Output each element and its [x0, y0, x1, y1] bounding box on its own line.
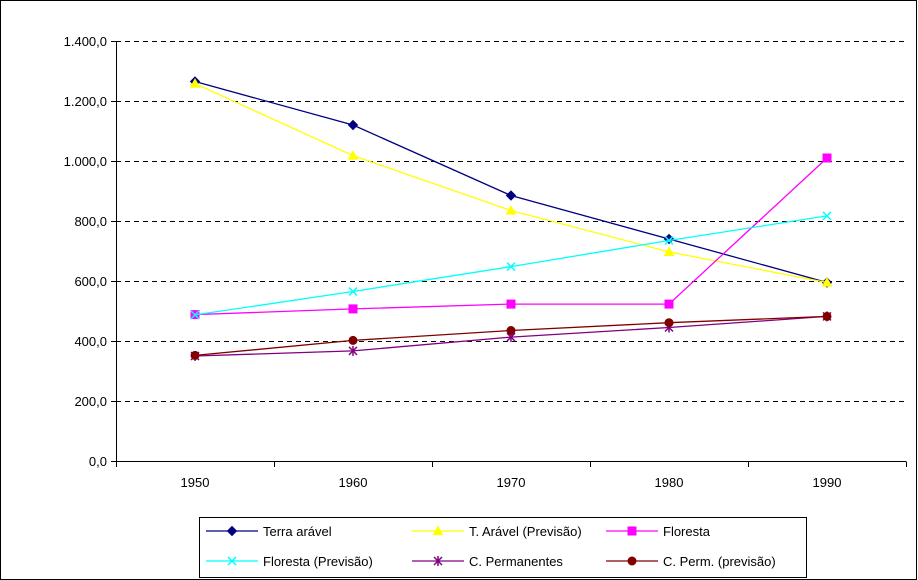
y-tick-label-4: 800,0	[74, 214, 107, 229]
series-group	[189, 76, 833, 361]
legend-label-1: T. Arável (Previsão)	[469, 524, 582, 539]
data-point-3-4	[822, 211, 832, 221]
legend-marker-4	[433, 556, 443, 566]
data-point-5-2	[506, 326, 516, 335]
legend-marker-5	[627, 556, 637, 566]
y-tick-label-2: 400,0	[74, 334, 107, 349]
legend-label-2: Floresta	[663, 524, 711, 539]
legend: Terra arável T. Arável (Previsão) Floresta…	[199, 517, 807, 578]
y-tick-labels: 0,0 200,0 400,0 600,0 800,0 1.000,0 1.200,0 1.4…	[64, 34, 107, 469]
axes	[111, 41, 907, 467]
data-point-5-4	[822, 311, 832, 321]
data-point-1-1	[347, 150, 359, 160]
data-point-5-1	[348, 335, 358, 345]
data-point-2-4	[822, 153, 832, 163]
data-point-1-3	[663, 246, 675, 256]
legend-marker-1	[432, 525, 444, 536]
data-point-2-1	[348, 304, 358, 314]
y-tick-label-6: 1.200,0	[64, 94, 107, 109]
data-point-2-2	[506, 299, 516, 309]
x-tick-label-1: 1960	[339, 475, 368, 490]
series-2	[190, 153, 832, 320]
data-point-1-4	[821, 276, 833, 287]
data-point-3-0	[190, 310, 200, 320]
legend-item-1: T. Arável (Previsão)	[412, 524, 582, 539]
data-point-0-2	[505, 190, 517, 201]
y-tick-label-3: 600,0	[74, 274, 107, 289]
legend-label-3: Floresta (Previsão)	[263, 554, 373, 569]
data-point-1-0	[189, 78, 201, 88]
data-point-5-3	[664, 318, 674, 328]
y-tick-label-5: 1.000,0	[64, 154, 107, 169]
data-point-1-2	[505, 204, 517, 215]
data-point-3-3	[664, 235, 674, 246]
y-tick-label-1: 200,0	[74, 394, 107, 409]
legend-label-0: Terra arável	[263, 524, 332, 539]
series-3	[190, 211, 832, 320]
legend-label-5: C. Perm. (previsão)	[663, 554, 776, 569]
y-tick-label-0: 0,0	[89, 454, 107, 469]
legend-box	[199, 517, 807, 578]
legend-item-0: Terra arável	[206, 524, 332, 539]
legend-label-4: C. Permanentes	[469, 554, 563, 569]
series-5	[190, 311, 832, 360]
legend-marker-3	[227, 556, 237, 566]
legend-item-3: Floresta (Previsão)	[206, 554, 373, 569]
data-point-3-1	[348, 286, 358, 297]
x-tick-label-2: 1970	[497, 475, 526, 490]
x-tick-label-0: 1950	[181, 475, 210, 490]
x-tick-label-3: 1980	[655, 475, 684, 490]
x-tick-labels: 1950 1960 1970 1980 1990	[181, 475, 842, 490]
data-point-5-0	[190, 350, 200, 360]
legend-item-2: Floresta	[606, 524, 711, 539]
gridlines	[116, 41, 906, 402]
data-point-4-1	[348, 345, 358, 356]
legend-marker-0	[226, 525, 238, 537]
data-point-3-2	[506, 262, 516, 272]
legend-item-5: C. Perm. (previsão)	[606, 554, 776, 569]
x-tick-label-4: 1990	[813, 475, 842, 490]
legend-item-4: C. Permanentes	[412, 554, 563, 569]
series-1	[189, 78, 833, 287]
y-tick-label-7: 1.400,0	[64, 34, 107, 49]
data-point-0-1	[347, 119, 359, 131]
data-point-2-3	[664, 299, 674, 309]
legend-marker-2	[627, 526, 637, 536]
